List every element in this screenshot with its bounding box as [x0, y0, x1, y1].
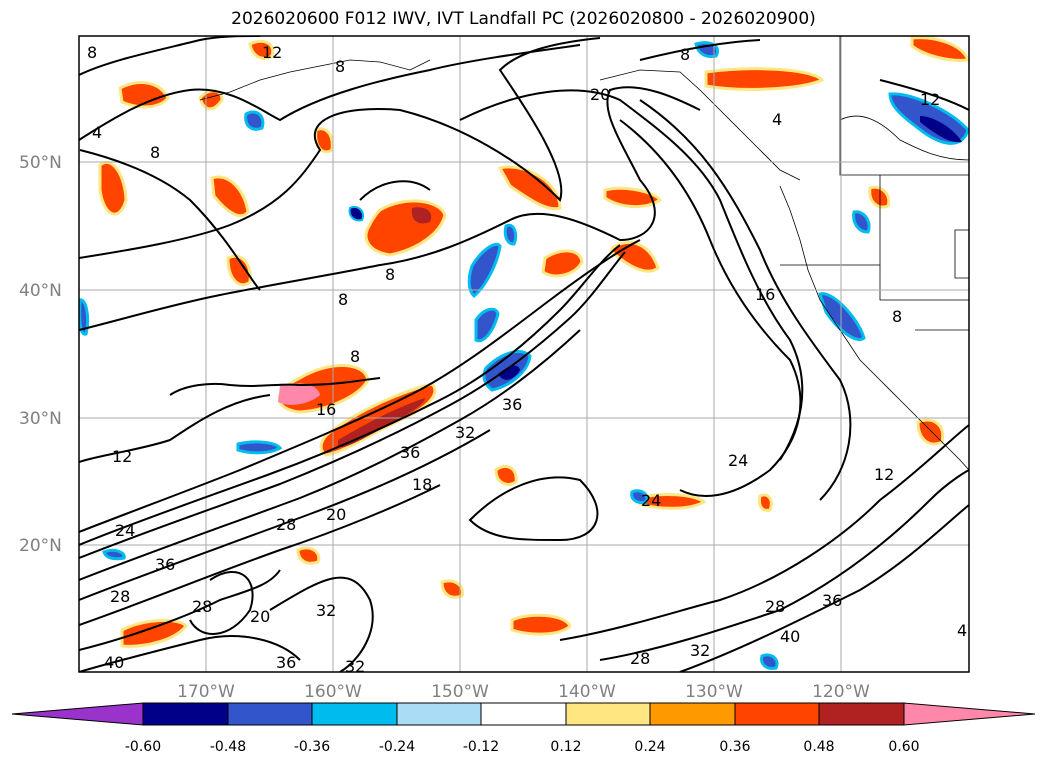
- lon-label: 140°W: [558, 682, 616, 702]
- contour-label: 36: [276, 653, 296, 672]
- contour-label: 20: [590, 85, 610, 104]
- colorbar-bin: [734, 702, 820, 726]
- contour-label: 18: [412, 475, 432, 494]
- colorbar-extend-left: [11, 702, 144, 726]
- contour-label: 32: [316, 601, 336, 620]
- contour-label: 32: [345, 657, 365, 676]
- lon-label: 120°W: [812, 682, 870, 702]
- contour-label: 4: [772, 110, 782, 129]
- colorbar-bin: [818, 702, 905, 726]
- lat-label: 40°N: [19, 281, 62, 301]
- contour-label: 8: [385, 265, 395, 284]
- contour-label: 8: [680, 45, 690, 64]
- contour-label: 40: [780, 627, 800, 646]
- contour-label: 20: [250, 607, 270, 626]
- contour-label: 12: [112, 447, 132, 466]
- lon-label: 130°W: [685, 682, 743, 702]
- contour-label: 24: [641, 491, 661, 510]
- lat-label: 20°N: [19, 536, 62, 556]
- contour-label: 4: [957, 621, 967, 640]
- contour-label: 36: [400, 443, 420, 462]
- contour-label: 28: [630, 649, 650, 668]
- colorbar-tick: 0.60: [888, 739, 919, 755]
- colorbar-tick: -0.60: [125, 739, 161, 755]
- contour-labels: 8 12 8 4 8 20 8 4 12 8 8 8 16 8 12 16 36…: [87, 43, 967, 676]
- contour-label: 8: [150, 143, 160, 162]
- contour-label: 36: [502, 395, 522, 414]
- colorbar-tick: -0.36: [294, 739, 330, 755]
- contour-label: 8: [87, 43, 97, 62]
- iwv-contours: [79, 36, 969, 672]
- positive-anomaly-shading: [98, 36, 969, 648]
- contour-label: 16: [755, 285, 775, 304]
- colorbar-tick: 0.24: [634, 739, 665, 755]
- contour-label: 12: [920, 90, 940, 109]
- contour-label: 12: [262, 43, 282, 62]
- contour-label: 12: [874, 465, 894, 484]
- lon-label: 150°W: [431, 682, 489, 702]
- longitude-labels: 170°W 160°W 150°W 140°W 130°W 120°W: [177, 682, 870, 702]
- map-title: 2026020600 F012 IWV, IVT Landfall PC (20…: [231, 9, 816, 29]
- contour-label: 36: [155, 555, 175, 574]
- lon-label: 160°W: [304, 682, 362, 702]
- contour-label: 8: [338, 290, 348, 309]
- contour-label: 28: [276, 515, 296, 534]
- contour-label: 16: [316, 400, 336, 419]
- contour-label: 20: [326, 505, 346, 524]
- contour-label: 36: [822, 591, 842, 610]
- contour-label: 40: [104, 653, 124, 672]
- contour-label: 8: [335, 57, 345, 76]
- colorbar-tick: -0.12: [463, 739, 499, 755]
- map-frame: [78, 35, 970, 673]
- contour-label: 24: [728, 451, 748, 470]
- contour-label: 8: [892, 307, 902, 326]
- contour-label: 28: [765, 597, 785, 616]
- lat-label: 30°N: [19, 409, 62, 429]
- colorbar-bin: [227, 702, 313, 726]
- colorbar-bin: [565, 702, 651, 726]
- contour-label: 32: [455, 423, 475, 442]
- colorbar-bin: [311, 702, 398, 726]
- coastlines: [199, 36, 969, 471]
- latitude-labels: 50°N 40°N 30°N 20°N: [19, 153, 62, 556]
- colorbar-bin: [396, 702, 482, 726]
- contour-label: 28: [110, 587, 130, 606]
- colorbar-tick: 0.36: [719, 739, 750, 755]
- lon-label: 170°W: [177, 682, 235, 702]
- contour-label: 32: [690, 641, 710, 660]
- colorbar-bin: [142, 702, 229, 726]
- colorbar: -0.60 -0.48 -0.36 -0.24 -0.12 0.12 0.24 …: [11, 702, 1036, 755]
- colorbar-bin: [649, 702, 736, 726]
- contour-label: 24: [115, 521, 135, 540]
- colorbar-tick: -0.48: [210, 739, 246, 755]
- contour-label: 28: [192, 597, 212, 616]
- colorbar-bin: [480, 702, 567, 726]
- contour-label: 4: [92, 123, 102, 142]
- colorbar-tick: -0.24: [379, 739, 415, 755]
- lat-label: 50°N: [19, 153, 62, 173]
- colorbar-tick: 0.12: [550, 739, 581, 755]
- map-panel: 8 12 8 4 8 20 8 4 12 8 8 8 16 8 12 16 36…: [78, 35, 970, 676]
- colorbar-extend-right: [903, 702, 1036, 726]
- contour-label: 8: [350, 347, 360, 366]
- colorbar-tick: 0.48: [803, 739, 834, 755]
